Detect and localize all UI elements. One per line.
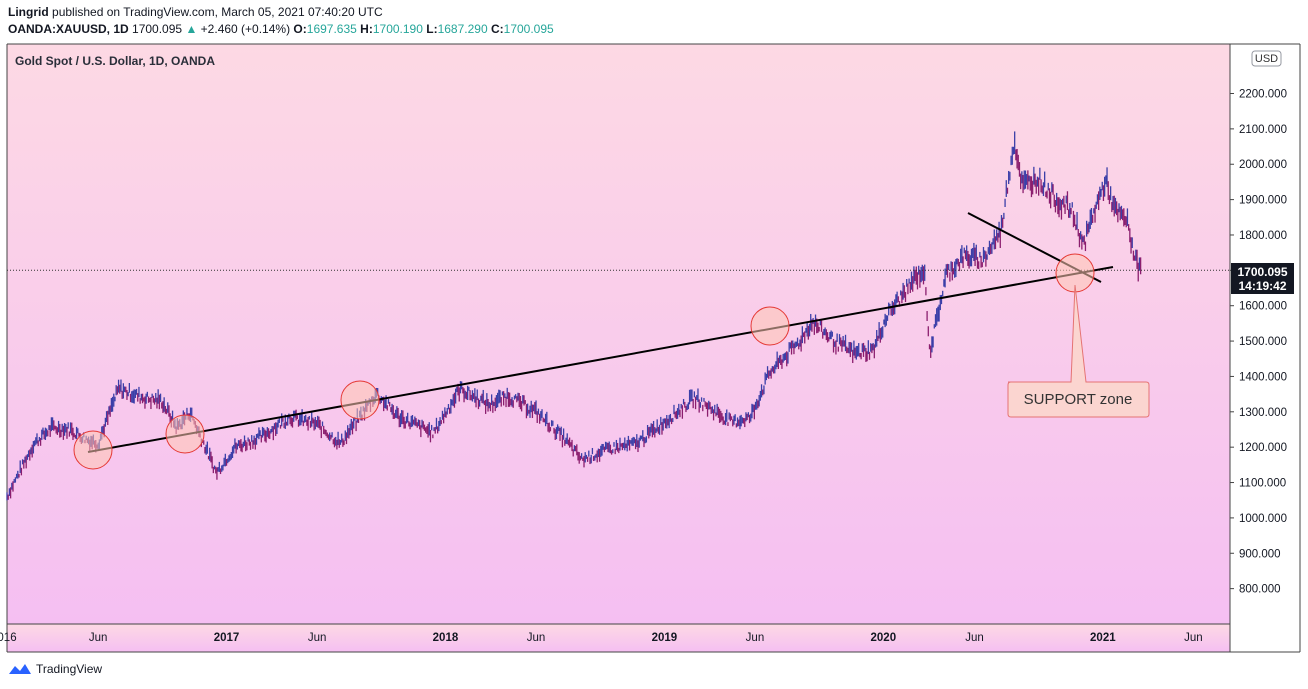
close-label: C: xyxy=(490,22,504,36)
support-trendline[interactable] xyxy=(87,266,1114,453)
author-name[interactable]: Lingrid xyxy=(8,5,49,19)
price-badge-countdown: 14:19:42 xyxy=(1238,279,1286,293)
callout-text: SUPPORT zone xyxy=(1024,391,1133,408)
price-tick-label: 1800.000 xyxy=(1239,230,1287,242)
published-text: published on TradingView.com, March 05, … xyxy=(52,5,383,19)
price-tick-label: 2000.000 xyxy=(1239,159,1287,171)
callout-box[interactable] xyxy=(1007,284,1150,418)
time-tick-label: Jun xyxy=(89,632,108,644)
low-label: L: xyxy=(426,22,438,36)
time-tick-label: Jun xyxy=(746,632,765,644)
open-value: 1697.635 xyxy=(306,22,357,36)
change-value: +2.460 (+0.14%) xyxy=(200,22,291,36)
time-tick-label: 2021 xyxy=(1090,632,1116,644)
tradingview-logo-icon xyxy=(9,664,31,674)
tradingview-brand: TradingView xyxy=(36,662,103,676)
legend-title: Gold Spot / U.S. Dollar, 1D, OANDA xyxy=(15,54,215,68)
time-tick-label: 2018 xyxy=(433,632,459,644)
time-tick-label: 2020 xyxy=(871,632,897,644)
high-value: 1700.190 xyxy=(372,22,423,36)
price-tick-label: 1500.000 xyxy=(1239,336,1287,348)
last-price-badge: 1700.095 14:19:42 xyxy=(1231,263,1294,294)
price-tick-label: 1900.000 xyxy=(1239,195,1287,207)
time-tick-label: 2019 xyxy=(652,632,678,644)
price-tick-label: 800.000 xyxy=(1239,584,1281,596)
price-tick-label: 1400.000 xyxy=(1239,371,1287,383)
touch-circle-4[interactable] xyxy=(750,306,790,346)
touch-circle-3[interactable] xyxy=(340,380,380,420)
symbol-label: OANDA:XAUUSD, 1D xyxy=(8,22,129,36)
touch-circle-2[interactable] xyxy=(165,414,205,454)
time-tick-label: 016 xyxy=(0,632,17,644)
ohlc-line: OANDA:XAUUSD, 1D 1700.095 ▲ +2.460 (+0.1… xyxy=(8,22,554,36)
support-callout[interactable]: SUPPORT zone xyxy=(1007,284,1150,418)
publish-line: Lingrid published on TradingView.com, Ma… xyxy=(8,5,383,19)
tradingview-footer[interactable]: TradingView xyxy=(8,662,102,676)
currency-label: USD xyxy=(1255,53,1278,65)
price-badge-box xyxy=(1231,263,1294,294)
plot-area[interactable] xyxy=(7,44,1230,624)
currency-badge-box xyxy=(1251,50,1282,67)
price-tick-label: 1600.000 xyxy=(1239,301,1287,313)
touch-circle-1[interactable] xyxy=(73,430,113,470)
price-tick-label: 1200.000 xyxy=(1239,442,1287,454)
close-value: 1700.095 xyxy=(503,22,554,36)
time-tick-label: Jun xyxy=(1184,632,1203,644)
price-axis[interactable]: 800.000 900.000 1000.000 1100.000 1200.000 13… xyxy=(1230,89,1287,596)
up-arrow-icon: ▲ xyxy=(185,22,198,36)
time-tick-label: Jun xyxy=(308,632,327,644)
price-tick-label: 1100.000 xyxy=(1239,478,1286,490)
price-tick-label: 1300.000 xyxy=(1239,407,1287,419)
time-tick-label: Jun xyxy=(965,632,984,644)
price-tick-label: 2200.000 xyxy=(1239,89,1287,101)
currency-badge[interactable]: USD xyxy=(1251,50,1282,67)
open-label: O: xyxy=(293,22,307,36)
low-value: 1687.290 xyxy=(437,22,488,36)
price-tick-label: 1000.000 xyxy=(1239,513,1287,525)
high-label: H: xyxy=(360,22,373,36)
time-axis[interactable] xyxy=(7,624,1230,652)
price-badge-value: 1700.095 xyxy=(1237,265,1287,279)
price-tick-label: 2100.000 xyxy=(1239,124,1287,136)
last-price: 1700.095 xyxy=(132,22,183,36)
time-tick-label: Jun xyxy=(527,632,546,644)
time-axis-labels: 016 Jun 2017 Jun 2018 Jun 2019 Jun 2020 Jun 2021 Ju… xyxy=(0,632,1203,644)
price-tick-label: 900.000 xyxy=(1239,548,1281,560)
touch-point-markers[interactable] xyxy=(73,253,1095,470)
time-tick-label: 2017 xyxy=(214,632,240,644)
